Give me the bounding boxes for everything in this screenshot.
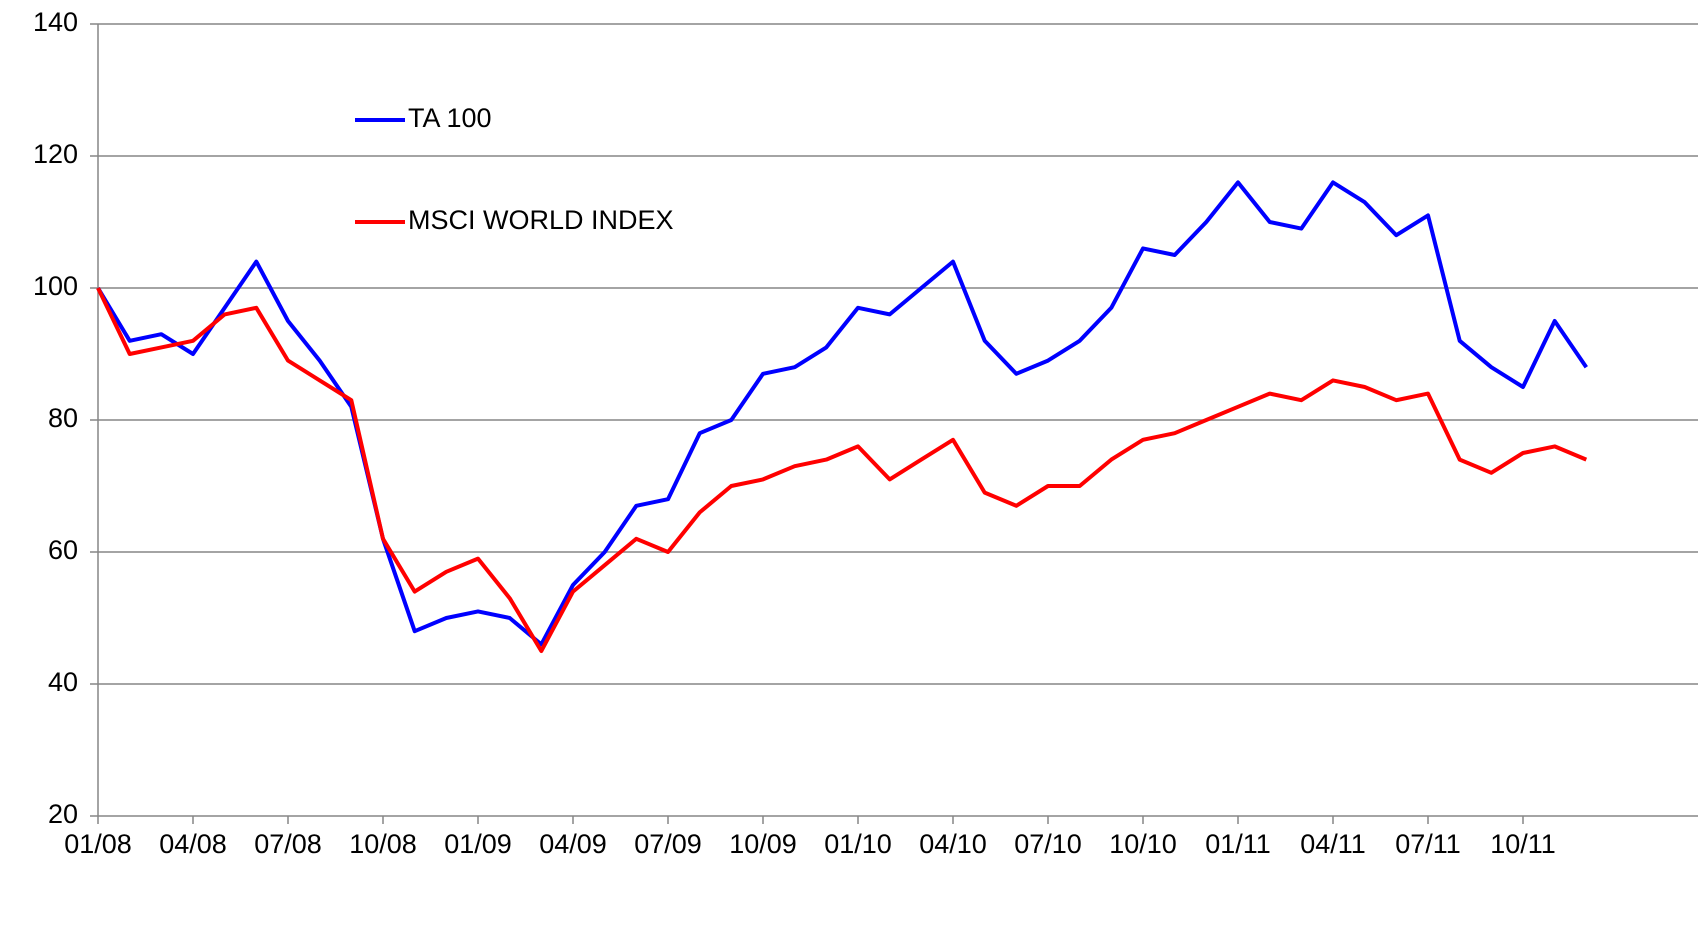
y-tick-label: 100	[33, 271, 78, 301]
legend-label: TA 100	[408, 103, 492, 133]
x-tick-label: 04/09	[539, 829, 607, 859]
x-tick-label: 04/11	[1300, 829, 1366, 859]
y-tick-label: 140	[33, 7, 78, 37]
x-tick-label: 10/09	[729, 829, 797, 859]
legend-label: MSCI WORLD INDEX	[408, 205, 674, 235]
x-tick-label: 07/08	[254, 829, 322, 859]
x-tick-label: 07/10	[1014, 829, 1082, 859]
x-tick-label: 10/08	[349, 829, 417, 859]
y-tick-label: 20	[48, 799, 78, 829]
x-tick-label: 10/10	[1109, 829, 1177, 859]
y-tick-label: 60	[48, 535, 78, 565]
x-tick-label: 04/10	[919, 829, 987, 859]
x-tick-label: 01/08	[64, 829, 132, 859]
x-tick-label: 01/11	[1205, 829, 1271, 859]
x-tick-label: 04/08	[159, 829, 227, 859]
line-series	[96, 287, 1588, 653]
x-tick-label: 01/09	[444, 829, 512, 859]
x-tick-label: 10/11	[1490, 829, 1556, 859]
x-tick-label: 07/09	[634, 829, 702, 859]
x-tick-label: 07/11	[1395, 829, 1461, 859]
y-tick-label: 80	[48, 403, 78, 433]
line-series	[96, 180, 1588, 647]
y-tick-label: 120	[33, 139, 78, 169]
x-tick-label: 01/10	[824, 829, 892, 859]
y-tick-label: 40	[48, 667, 78, 697]
